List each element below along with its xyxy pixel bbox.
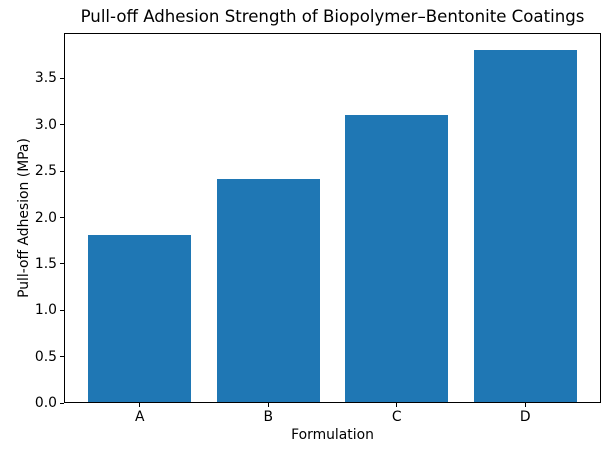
plot-area <box>64 33 601 403</box>
bar-A <box>88 235 192 402</box>
x-tick-label: C <box>391 409 402 425</box>
x-tick-label: B <box>263 409 274 425</box>
chart-title: Pull-off Adhesion Strength of Biopolymer… <box>80 7 585 26</box>
x-tick-mark <box>524 403 526 407</box>
y-axis-label: Pull-off Adhesion (MPa) <box>16 138 32 298</box>
bar-D <box>473 49 577 402</box>
x-axis-label: Formulation <box>291 427 374 443</box>
x-tick-label: A <box>135 409 145 425</box>
x-tick-mark <box>396 403 398 407</box>
bar-C <box>345 114 449 402</box>
bar-B <box>216 179 320 402</box>
x-tick-label: D <box>519 409 531 425</box>
x-tick-mark <box>267 403 269 407</box>
x-tick-mark <box>139 403 141 407</box>
